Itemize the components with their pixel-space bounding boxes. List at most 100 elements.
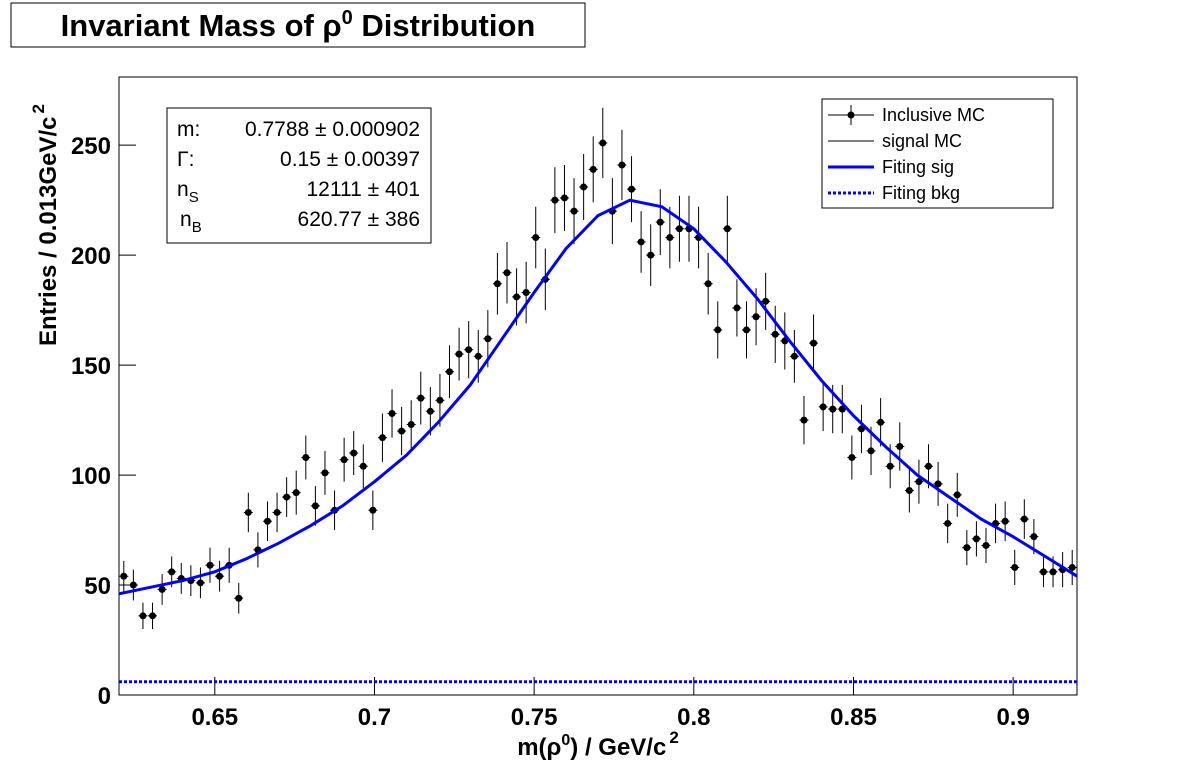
data-point <box>350 449 358 457</box>
data-point <box>886 462 894 470</box>
fit-curve <box>118 198 1078 596</box>
stats-value: 620.77 ± 386 <box>298 208 420 231</box>
stats-label-main: n <box>177 178 189 201</box>
data-point <box>628 185 636 193</box>
stats-label: Γ: <box>177 148 194 171</box>
data-point <box>944 519 952 527</box>
data-point <box>455 350 463 358</box>
data-point <box>752 313 760 321</box>
label-part: m(ρ <box>517 734 561 761</box>
stats-label-sub: S <box>189 189 199 206</box>
data-point <box>292 489 300 497</box>
data-point <box>273 508 281 516</box>
title-part: Distribution <box>353 8 536 43</box>
data-point <box>398 427 406 435</box>
data-point <box>1039 568 1047 576</box>
data-point <box>762 297 770 305</box>
y-tick-label: 100 <box>71 463 111 490</box>
x-axis-label: m(ρ0) / GeV/c 2 <box>517 728 679 761</box>
x-tick-label: 0.75 <box>511 704 558 731</box>
data-point <box>972 535 980 543</box>
data-point <box>1068 563 1076 571</box>
data-point <box>925 462 933 470</box>
data-point <box>168 568 176 576</box>
data-point <box>493 280 501 288</box>
data-point <box>848 453 856 461</box>
x-tick-label: 0.7 <box>358 704 391 731</box>
data-point <box>340 456 348 464</box>
data-point <box>311 502 319 510</box>
data-point <box>1020 515 1028 523</box>
data-point <box>426 407 434 415</box>
label-sup: 0 <box>561 732 570 749</box>
x-tick-label: 0.9 <box>996 704 1029 731</box>
data-point <box>666 234 674 242</box>
data-point <box>800 416 808 424</box>
data-point <box>963 544 971 552</box>
label-sup: 2 <box>669 728 678 747</box>
stats-label-main: m: <box>177 118 200 141</box>
data-point <box>742 326 750 334</box>
data-point <box>139 612 147 620</box>
plot-frame <box>118 76 1078 696</box>
data-point <box>819 403 827 411</box>
data-point <box>551 196 559 204</box>
legend-box <box>821 98 1054 209</box>
data-point <box>532 234 540 242</box>
data-point <box>263 517 271 525</box>
legend-label: Inclusive MC <box>882 105 985 125</box>
data-point <box>1030 533 1038 541</box>
y-tick-label: 200 <box>71 243 111 270</box>
data-point <box>436 396 444 404</box>
label-part: ) / GeV/c <box>570 734 666 761</box>
legend-label: signal MC <box>882 131 962 151</box>
data-point <box>216 572 224 580</box>
stats-value: 12111 ± 401 <box>306 178 420 201</box>
data-point <box>656 218 664 226</box>
stats-label-main: Γ: <box>177 148 194 171</box>
data-point <box>503 269 511 277</box>
stats-value: 0.7788 ± 0.000902 <box>245 118 420 141</box>
data-point <box>158 585 166 593</box>
data-point <box>359 462 367 470</box>
title-sup: 0 <box>342 7 353 29</box>
title-part: Invariant Mass of ρ <box>61 8 342 43</box>
data-point <box>733 304 741 312</box>
data-point <box>589 165 597 173</box>
data-point <box>953 491 961 499</box>
data-point <box>1049 568 1057 576</box>
data-point <box>120 572 128 580</box>
data-point <box>417 394 425 402</box>
y-tick-label: 250 <box>71 133 111 160</box>
data-point <box>867 447 875 455</box>
stats-label: nS <box>177 178 199 206</box>
y-tick-label: 50 <box>84 573 111 600</box>
title-box <box>10 2 586 48</box>
x-tick-label: 0.8 <box>677 704 710 731</box>
chart-title: Invariant Mass of ρ0 Distribution <box>61 7 536 43</box>
data-point <box>560 194 568 202</box>
data-point <box>196 579 204 587</box>
y-tick-label: 150 <box>71 353 111 380</box>
data-point <box>934 480 942 488</box>
stats-value: 0.15 ± 0.00397 <box>280 148 420 171</box>
data-point <box>877 418 885 426</box>
data-point <box>723 225 731 233</box>
data-point <box>580 183 588 191</box>
data-point <box>905 486 913 494</box>
data-point <box>810 339 818 347</box>
legend-label: Fiting bkg <box>882 183 960 203</box>
stats-label: m: <box>177 118 200 141</box>
data-point <box>704 280 712 288</box>
data-point <box>302 453 310 461</box>
data-point <box>790 352 798 360</box>
y-tick-label: 0 <box>98 683 111 710</box>
data-point <box>675 225 683 233</box>
data-point <box>407 420 415 428</box>
data-point <box>647 251 655 259</box>
data-point <box>618 161 626 169</box>
stats-label-main: n <box>180 208 192 231</box>
data-point <box>484 335 492 343</box>
data-point <box>149 612 157 620</box>
